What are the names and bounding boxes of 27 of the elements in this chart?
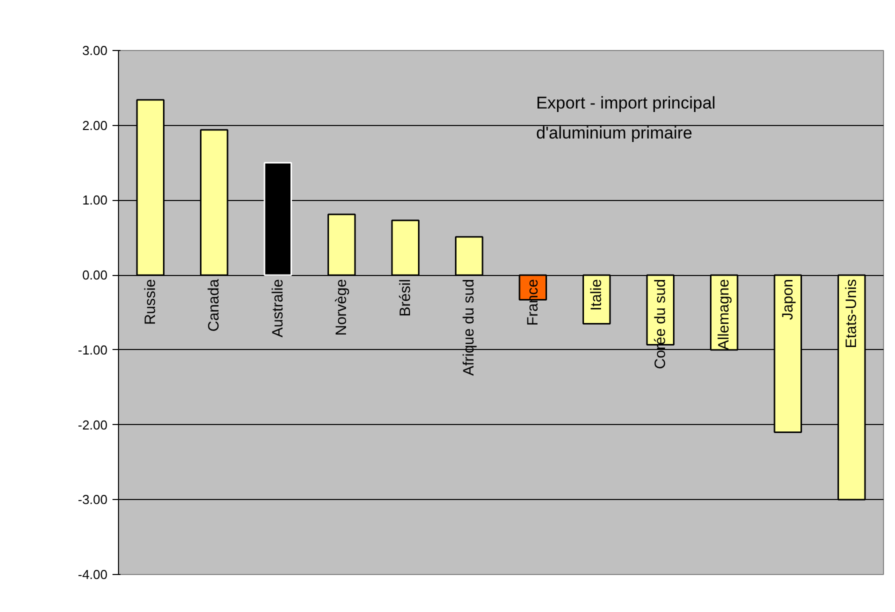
y-tick-label: -4.00	[78, 567, 108, 582]
bar	[454, 236, 484, 276]
text: Export - import principal d'aluminium primaire	[536, 93, 716, 142]
x-tick-label: France	[524, 279, 542, 326]
x-tick-label: Italie	[588, 279, 606, 311]
bar	[774, 274, 802, 434]
y-tick-label: -2.00	[78, 417, 108, 432]
x-tick-label: Etats-Unis	[843, 279, 860, 348]
x-tick-label: Russie	[142, 279, 159, 325]
x-tick-label: Corée du sud	[652, 279, 669, 370]
y-tick-label: 1.00	[82, 192, 108, 208]
y-tick-label: 2.00	[82, 118, 108, 133]
bar	[327, 214, 356, 276]
x-tick-label: Norvège	[333, 279, 350, 336]
y-tick-label: -1.00	[78, 342, 108, 358]
x-tick-label: Allemagne	[716, 279, 733, 350]
y-tick-label: 0.00	[82, 268, 108, 283]
bar	[391, 220, 420, 276]
y-tick-label: -3.00	[78, 492, 108, 508]
bar	[200, 129, 228, 276]
x-tick-label: Brésil	[396, 279, 414, 317]
x-tick-label: Canada	[206, 278, 223, 332]
x-tick-label: Afrique du sud	[460, 279, 478, 376]
y-tick-label: 3.00	[82, 43, 108, 58]
x-tick-label: Australie	[269, 279, 286, 338]
x-tick-label: Japon	[779, 279, 796, 320]
bar	[264, 162, 292, 276]
